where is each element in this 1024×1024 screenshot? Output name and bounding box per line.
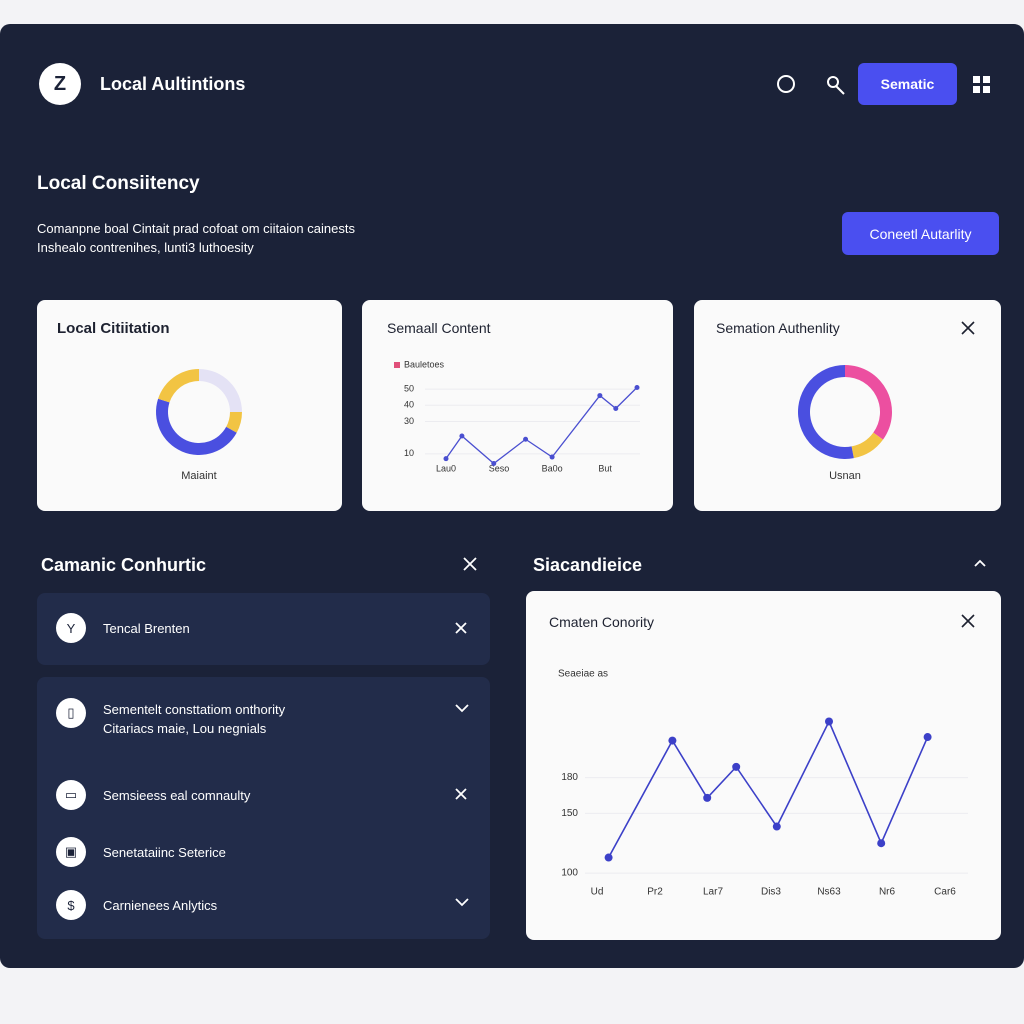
point xyxy=(825,717,833,726)
close-icons[interactable] xyxy=(961,321,975,628)
hero-button[interactable]: Coneetl Autarlity xyxy=(842,212,999,255)
donut-segment xyxy=(226,412,242,433)
series-line xyxy=(445,387,638,465)
chart-caption: Maiaint xyxy=(181,470,216,482)
chart-caption: Usnan xyxy=(829,470,861,482)
section-title: Camanic Conhurtic xyxy=(41,555,207,575)
donut-segment xyxy=(845,365,893,440)
item-title: Semsieess eal comnaulty xyxy=(103,788,251,803)
hero-line: Inshealo contrenihes, lunti3 luthoesity xyxy=(37,240,254,255)
x-tick-label: Nr6 xyxy=(879,887,896,898)
y-tick-label: 180 xyxy=(561,772,578,783)
card-title: Local Citiitation xyxy=(57,320,170,337)
x-tick-label: Ns63 xyxy=(817,887,841,898)
item-icon: $ xyxy=(56,890,86,920)
item-title: Sementelt consttatiom onthority xyxy=(103,702,286,717)
hero-line: Comanpne boal Cintait prad cofoat om cii… xyxy=(37,221,355,236)
item-title: Carnienees Anlytics xyxy=(103,898,218,913)
donut-segment xyxy=(199,369,242,412)
y-tick-label: 40 xyxy=(404,400,414,410)
card-title: Semation Authenlity xyxy=(716,320,840,336)
point xyxy=(523,436,529,442)
donut-segment xyxy=(158,369,199,403)
x-tick-label: Car6 xyxy=(934,887,956,898)
y-tick-label: 10 xyxy=(404,448,414,458)
card-title: Semaall Content xyxy=(387,320,491,336)
x-tick-label: Ud xyxy=(591,887,604,898)
list-group xyxy=(37,677,490,939)
item-icon: ▣ xyxy=(56,837,86,867)
item-icon: ▯ xyxy=(56,698,86,728)
legend-marker xyxy=(394,362,400,368)
point xyxy=(459,433,465,439)
item-title: Tencal Brenten xyxy=(103,621,190,636)
point xyxy=(634,384,640,390)
item-icon: ▭ xyxy=(56,780,86,810)
item-icon: Y xyxy=(56,613,86,643)
y-tick-label: 50 xyxy=(404,383,414,393)
point xyxy=(772,822,781,831)
logo: Z xyxy=(39,63,81,105)
point xyxy=(668,736,677,745)
point xyxy=(923,733,932,742)
app-title: Local Aultintions xyxy=(100,74,246,94)
chart-card xyxy=(526,591,1001,940)
point xyxy=(703,793,712,802)
item-subtitle: Citariacs maie, Lou negnials xyxy=(103,721,267,736)
x-tick-label: But xyxy=(598,463,612,473)
legend-label: Bauletoes xyxy=(404,359,445,369)
point xyxy=(549,454,555,460)
y-tick-label: 30 xyxy=(404,416,414,426)
point xyxy=(732,762,741,771)
donut-segment xyxy=(797,365,854,460)
hero-title: Local Consiitency xyxy=(37,173,200,194)
x-tick-label: Pr2 xyxy=(647,887,663,898)
card xyxy=(694,300,1001,511)
item-title: Senetataiinc Seterice xyxy=(103,845,226,860)
series-line xyxy=(607,719,929,858)
legend-label: Seaeiae as xyxy=(558,669,608,680)
point xyxy=(597,393,603,399)
point xyxy=(604,853,613,862)
section-title: Siacandieice xyxy=(533,555,643,575)
list-item[interactable] xyxy=(37,593,490,665)
donut-segment xyxy=(156,398,237,455)
x-tick-label: Seso xyxy=(489,463,510,473)
card-title: Cmaten Conority xyxy=(549,614,655,630)
point xyxy=(877,839,886,848)
point xyxy=(443,456,449,462)
header-icons[interactable] xyxy=(770,68,850,102)
point xyxy=(491,461,497,467)
x-tick-label: Ba0o xyxy=(542,463,563,473)
x-tick-label: Lau0 xyxy=(436,463,456,473)
header-button[interactable]: Sematic xyxy=(858,63,957,105)
point xyxy=(613,406,619,412)
item-actions[interactable] xyxy=(455,557,986,907)
grid-icon[interactable] xyxy=(973,76,991,94)
y-tick-label: 100 xyxy=(561,868,578,879)
x-tick-label: Dis3 xyxy=(761,887,781,898)
y-tick-label: 150 xyxy=(561,808,578,819)
card xyxy=(37,300,342,511)
donut-segment xyxy=(851,432,884,459)
x-tick-label: Lar7 xyxy=(703,887,723,898)
